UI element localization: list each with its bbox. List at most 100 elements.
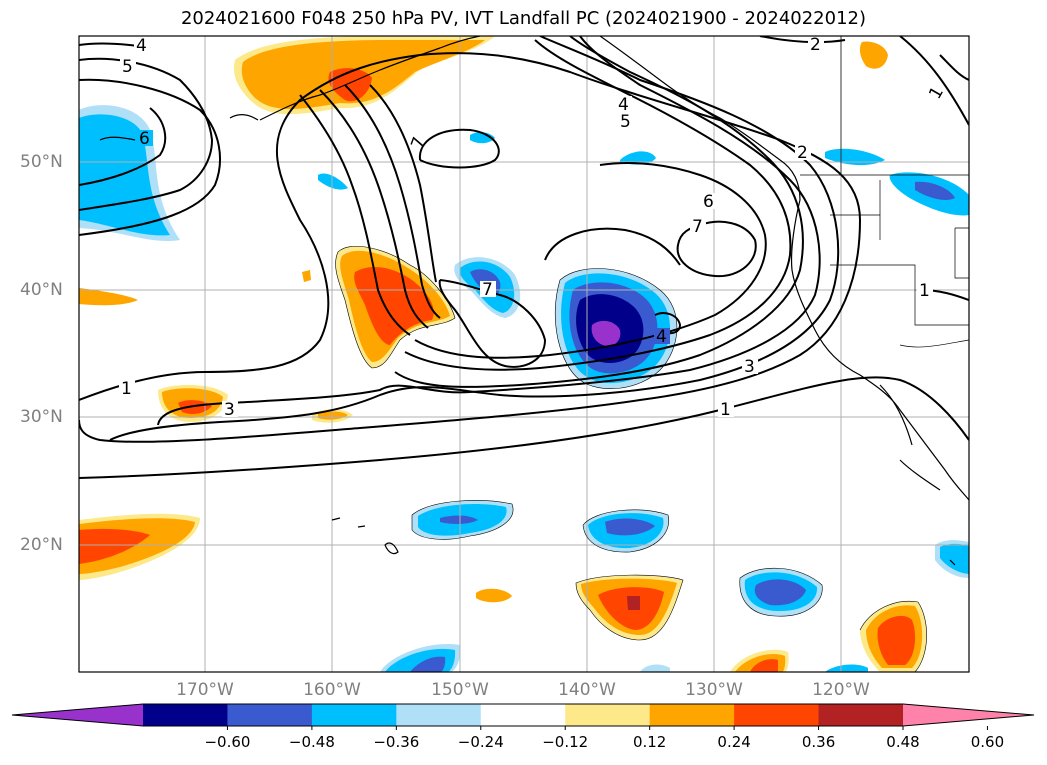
contour-1-ne — [899, 36, 969, 126]
blue-region-northwest-core — [79, 114, 170, 236]
contour-upper-nest-2 — [299, 94, 411, 336]
blue-region-south-a-inner — [440, 515, 478, 525]
blue-region-south-c-inner — [754, 579, 806, 606]
colorbar-extend-high — [903, 704, 1034, 726]
red-region-170w — [178, 400, 212, 414]
contour-label: 4 — [656, 327, 667, 347]
contour-label: 1 — [121, 379, 132, 399]
contour-upper-nest-1 — [79, 78, 221, 236]
lat-label: 40°N — [20, 280, 63, 300]
colorbar-segment — [480, 704, 566, 726]
colorbar-segment — [649, 704, 735, 726]
contour-label: 2 — [797, 143, 808, 163]
blue-region-bottom-b — [640, 664, 670, 672]
contour-label: 3 — [224, 400, 235, 420]
contour-upper-nest-5 — [369, 84, 437, 283]
contour-7-a — [418, 128, 500, 169]
contour-label: 4 — [618, 95, 629, 115]
blue-region-bottom-d — [825, 664, 868, 672]
colorbar-tick-label: 0.36 — [801, 733, 836, 751]
contour-label: 3 — [744, 357, 755, 377]
contour-6b — [414, 162, 767, 359]
purple-region-center — [591, 320, 621, 347]
lon-label: 130°W — [685, 680, 743, 700]
colorbar-segment — [734, 704, 820, 726]
pc-shading — [79, 36, 969, 672]
contour-2-ne — [759, 36, 846, 44]
contour-2 — [109, 36, 840, 441]
lat-label: 50°N — [20, 152, 63, 172]
contour-7-d — [544, 227, 681, 266]
lon-label: 160°W — [303, 680, 361, 700]
orange-patch-ne — [859, 41, 888, 69]
contour-label: 5 — [620, 112, 631, 132]
lon-label: 150°W — [431, 680, 489, 700]
contour-upper-nest-3 — [319, 89, 429, 329]
orange-patch-tiny — [302, 270, 311, 282]
lon-label: 140°W — [558, 680, 616, 700]
contours — [79, 36, 969, 479]
orange-patch-w40n — [79, 288, 138, 306]
colorbar-tick-label: 0.48 — [886, 733, 920, 751]
contour-labels: 4 5 6 2 1 7 4 5 2 6 7 7 1 4 3 — [119, 35, 948, 420]
map-background — [79, 36, 969, 672]
colorbar-tick-label: −0.48 — [288, 733, 335, 751]
lon-label: 120°W — [812, 680, 870, 700]
contour-label: 7 — [692, 217, 703, 237]
colorbar-outline — [11, 703, 1035, 727]
colorbar-tick-label: −0.24 — [457, 733, 504, 751]
map-title: 2024021600 F048 250 hPa PV, IVT Landfall… — [180, 8, 867, 29]
blue-patch-b — [318, 173, 348, 190]
lat-label: 20°N — [20, 535, 63, 555]
coastlines — [99, 36, 969, 566]
colorbar-segment — [311, 704, 397, 726]
colorbar-segment — [818, 704, 904, 726]
contour-1-south — [79, 376, 969, 479]
contour-label: 5 — [122, 57, 133, 77]
contour-label: 2 — [810, 35, 821, 55]
contour-5 — [79, 57, 214, 211]
red-region-bottom-c — [750, 659, 778, 672]
contour-upper-nest-4 — [344, 84, 441, 319]
political-borders — [800, 36, 969, 348]
contour-4-small — [654, 312, 682, 335]
orange-patch-hawaii-south — [476, 588, 512, 603]
contour-label: 7 — [482, 280, 493, 300]
graticule — [79, 36, 969, 672]
darkred-region-south — [627, 596, 640, 610]
blue-region-bottom-a-inner — [410, 656, 446, 672]
contour-label: 1 — [720, 400, 731, 420]
lat-label: 30°N — [20, 407, 63, 427]
red-region-southeast — [877, 615, 916, 665]
colorbar-segment — [396, 704, 482, 726]
colorbar-tick-label: −0.12 — [542, 733, 589, 751]
map-border — [78, 35, 970, 673]
colorbar-tick-label: 0.60 — [970, 733, 1005, 751]
colorbar-segment — [227, 704, 313, 726]
colorbar-tick-label: 0.12 — [632, 733, 667, 751]
contour-label: 6 — [139, 129, 150, 149]
colorbar-tick-label: −0.36 — [373, 733, 420, 751]
contour-6 — [79, 107, 167, 186]
contour-5b — [404, 39, 792, 371]
red-region-central — [354, 266, 434, 345]
colorbar-tick-label: −0.60 — [204, 733, 251, 751]
contour-4 — [394, 36, 804, 388]
contour-label: 4 — [136, 36, 147, 56]
orange-patch-30n-core — [318, 411, 348, 420]
blue-region-south-b-inner — [605, 518, 655, 536]
contour-ne-east — [939, 54, 969, 81]
red-region-southwest — [79, 528, 150, 564]
colorbar — [11, 703, 1035, 730]
colorbar-tick-label: 0.24 — [717, 733, 751, 751]
blue-patch-d — [825, 148, 885, 166]
lon-label: 170°W — [176, 680, 234, 700]
contour-7-c — [438, 279, 547, 368]
colorbar-extend-low — [12, 704, 143, 726]
colorbar-segment — [143, 704, 228, 726]
contour-label: 1 — [919, 281, 930, 301]
contour-7-b — [676, 220, 757, 278]
blue-patch-c — [620, 151, 656, 165]
contour-3 — [157, 36, 821, 426]
